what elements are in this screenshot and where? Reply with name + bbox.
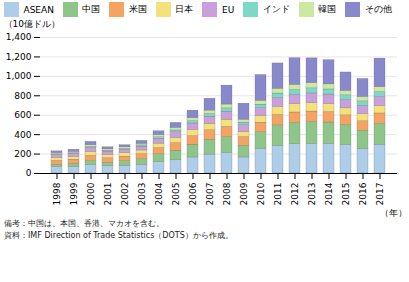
html-text:備考：中国は、本国、香港、マカオを含む。: 備考：中国は、本国、香港、マカオを含む。 <box>4 219 164 228</box>
svg-text:1,000: 1,000 <box>6 71 32 81</box>
svg-text:2010: 2010 <box>256 182 266 205</box>
svg-text:600: 600 <box>14 110 31 120</box>
svg-text:400: 400 <box>14 130 31 140</box>
svg-text:2004: 2004 <box>154 182 164 205</box>
svg-text:2015: 2015 <box>341 183 351 206</box>
html-text:ASEAN: ASEAN <box>23 4 54 15</box>
svg-text:（年）: （年） <box>380 208 407 218</box>
html-text:中国: 中国 <box>82 4 101 14</box>
svg-text:2011: 2011 <box>273 183 283 206</box>
svg-text:800: 800 <box>14 91 31 101</box>
svg-text:2000: 2000 <box>86 182 96 205</box>
html-text:日本: 日本 <box>175 4 194 14</box>
html-text:資料：IMF Direction of Trade Stat: 資料：IMF Direction of Trade Statistics（DOT… <box>4 231 233 240</box>
svg-text:0: 0 <box>26 168 32 178</box>
svg-text:1,200: 1,200 <box>6 52 32 62</box>
svg-text:2001: 2001 <box>103 183 113 206</box>
html-text:米国: 米国 <box>129 4 147 14</box>
svg-text:2005: 2005 <box>171 183 181 206</box>
svg-text:2002: 2002 <box>120 183 130 206</box>
svg-text:2007: 2007 <box>205 183 215 206</box>
svg-text:2013: 2013 <box>307 183 317 206</box>
html-text:インド: インド <box>262 4 290 14</box>
svg-text:2012: 2012 <box>290 183 300 206</box>
svg-text:2009: 2009 <box>239 182 249 205</box>
svg-text:1998: 1998 <box>52 182 62 205</box>
svg-text:2003: 2003 <box>137 183 147 206</box>
svg-text:2014: 2014 <box>324 182 334 205</box>
svg-text:（10億ドル）: （10億ドル） <box>4 19 60 29</box>
svg-text:200: 200 <box>14 149 31 159</box>
svg-text:2006: 2006 <box>188 182 198 205</box>
html-text:韓国: 韓国 <box>318 4 337 14</box>
svg-text:2016: 2016 <box>358 182 368 205</box>
svg-text:2008: 2008 <box>222 182 232 205</box>
svg-text:2017: 2017 <box>375 183 385 206</box>
html-text:その他: その他 <box>364 4 392 14</box>
svg-text:1,400: 1,400 <box>6 32 32 42</box>
html-text:EU: EU <box>222 4 235 15</box>
svg-text:1999: 1999 <box>69 182 79 205</box>
